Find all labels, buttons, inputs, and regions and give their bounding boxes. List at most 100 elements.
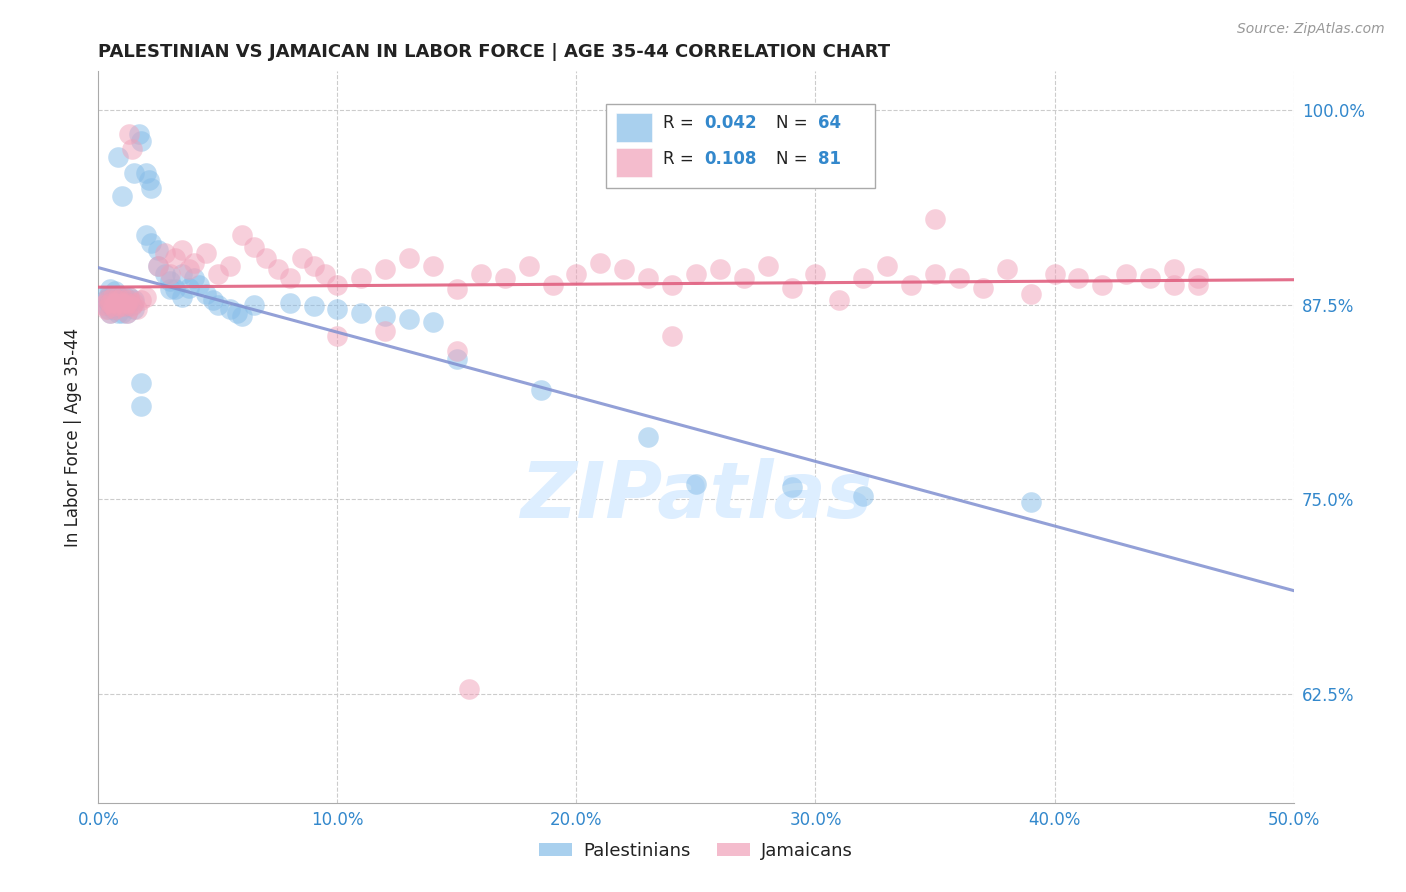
Point: [756, 259, 779, 273]
Point: [446, 344, 468, 359]
Point: [115, 305, 138, 319]
Point: [125, 302, 148, 317]
Point: [876, 259, 898, 273]
Point: [207, 267, 229, 281]
Point: [374, 324, 396, 338]
Point: [159, 267, 181, 281]
Point: [195, 286, 218, 301]
Point: [111, 189, 134, 203]
Point: [231, 227, 253, 242]
Point: [118, 290, 141, 304]
Point: [91, 290, 114, 304]
Point: [121, 298, 143, 312]
Point: [115, 296, 138, 310]
Point: [94, 298, 117, 312]
Point: [374, 262, 396, 277]
Point: [589, 256, 612, 270]
Point: [900, 277, 922, 292]
Point: [98, 296, 122, 310]
Point: [326, 329, 349, 343]
Point: [118, 296, 141, 310]
Point: [131, 376, 153, 390]
Point: [159, 282, 181, 296]
Point: [517, 259, 540, 273]
Point: [139, 235, 162, 250]
Point: [278, 296, 301, 310]
Point: [155, 267, 177, 281]
Point: [219, 302, 242, 317]
Point: [179, 262, 201, 277]
Point: [398, 311, 420, 326]
Point: [1163, 262, 1185, 277]
Point: [315, 267, 337, 281]
Point: [326, 302, 349, 317]
FancyBboxPatch shape: [606, 104, 876, 188]
Point: [661, 277, 683, 292]
Point: [226, 305, 249, 319]
Point: [1139, 271, 1161, 285]
Point: [148, 244, 170, 258]
Point: [135, 290, 157, 304]
Point: [98, 305, 122, 319]
Point: [302, 299, 325, 313]
Point: [155, 246, 177, 260]
Point: [121, 299, 143, 313]
Point: [91, 298, 114, 312]
Text: ZIPatlas: ZIPatlas: [520, 458, 872, 533]
Point: [291, 251, 314, 265]
Point: [709, 262, 731, 277]
Point: [1187, 271, 1209, 285]
Point: [494, 271, 516, 285]
Point: [995, 262, 1018, 277]
Point: [97, 290, 120, 304]
Point: [172, 244, 194, 258]
Point: [114, 298, 136, 312]
Point: [637, 430, 659, 444]
Text: R =: R =: [662, 113, 693, 131]
Point: [219, 259, 242, 273]
Point: [101, 299, 124, 313]
Point: [924, 212, 946, 227]
Y-axis label: In Labor Force | Age 35-44: In Labor Force | Age 35-44: [65, 327, 83, 547]
Text: 0.042: 0.042: [704, 113, 756, 131]
Point: [131, 135, 153, 149]
Point: [1163, 277, 1185, 292]
Point: [661, 329, 683, 343]
Point: [118, 293, 141, 307]
Point: [97, 302, 120, 317]
Point: [350, 271, 373, 285]
Point: [115, 305, 138, 319]
Point: [135, 227, 157, 242]
Point: [948, 271, 970, 285]
Text: 0.108: 0.108: [704, 150, 756, 168]
Point: [187, 277, 209, 292]
Point: [159, 275, 181, 289]
Point: [104, 296, 127, 310]
Point: [202, 293, 225, 307]
Point: [207, 298, 229, 312]
Point: [148, 259, 170, 273]
Point: [780, 281, 803, 295]
Point: [101, 293, 124, 307]
Point: [98, 305, 122, 319]
Point: [231, 309, 253, 323]
Point: [422, 259, 444, 273]
Text: 64: 64: [818, 113, 841, 131]
Point: [179, 281, 201, 295]
Point: [111, 305, 134, 319]
Point: [118, 127, 141, 141]
FancyBboxPatch shape: [616, 148, 652, 178]
Point: [254, 251, 277, 265]
Point: [104, 296, 127, 310]
Text: N =: N =: [776, 113, 807, 131]
Point: [374, 309, 396, 323]
Point: [398, 251, 420, 265]
Point: [458, 682, 481, 697]
Point: [131, 293, 153, 307]
FancyBboxPatch shape: [616, 113, 652, 143]
Point: [852, 271, 875, 285]
Point: [104, 290, 127, 304]
Point: [422, 315, 444, 329]
Point: [115, 299, 138, 313]
Point: [111, 290, 134, 304]
